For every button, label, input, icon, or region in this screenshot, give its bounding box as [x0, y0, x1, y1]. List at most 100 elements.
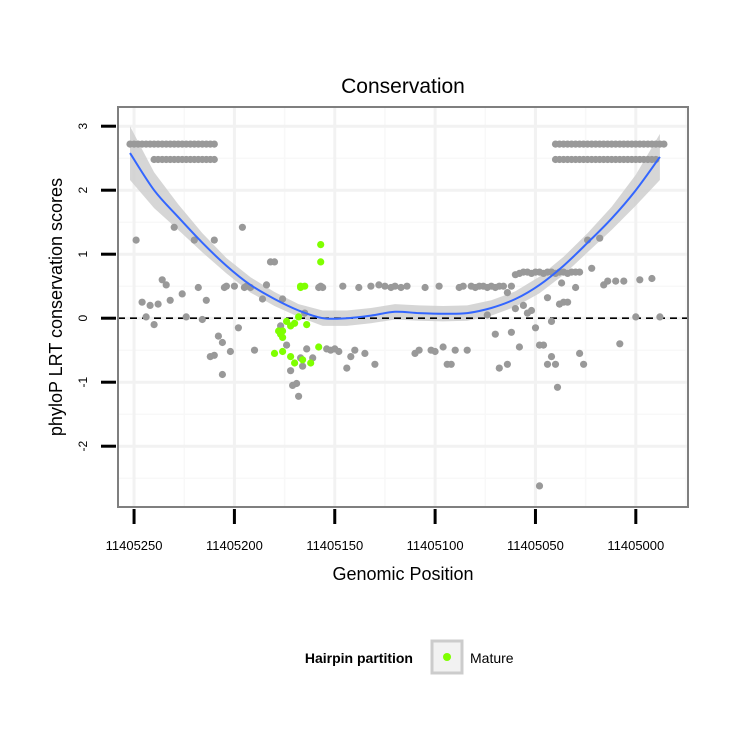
- data-point: [138, 298, 146, 306]
- data-point: [527, 306, 536, 315]
- data-point: [150, 321, 158, 329]
- y-axis: 3 2 1 0 -1 -2: [76, 123, 116, 452]
- data-point-mature: [307, 359, 315, 367]
- data-point: [375, 281, 383, 289]
- data-point: [539, 341, 548, 349]
- data-point: [439, 343, 447, 351]
- data-point: [391, 282, 399, 290]
- x-axis-label: Genomic Position: [332, 564, 473, 584]
- data-point: [543, 360, 552, 368]
- data-point: [132, 236, 140, 244]
- data-point: [162, 281, 170, 289]
- data-point: [636, 276, 644, 284]
- data-point: [190, 236, 198, 244]
- data-point-mature: [317, 258, 325, 266]
- plot-panel-border: [117, 106, 689, 508]
- data-point: [660, 140, 668, 148]
- data-point: [507, 282, 515, 290]
- data-point-mature: [283, 317, 291, 325]
- data-point: [194, 283, 202, 292]
- y-tick-label: -1: [76, 377, 90, 388]
- legend-key-mature: [443, 653, 451, 661]
- data-point: [367, 282, 375, 290]
- x-tick-label: 11405050: [507, 538, 564, 553]
- data-points: [126, 140, 668, 490]
- data-point: [447, 360, 455, 368]
- data-point: [503, 360, 511, 368]
- data-point: [495, 364, 503, 372]
- data-point: [166, 296, 174, 304]
- data-point-mature: [275, 327, 283, 335]
- data-point: [270, 258, 279, 266]
- data-point: [620, 277, 628, 285]
- legend: Hairpin partition Mature: [305, 639, 514, 675]
- data-point: [210, 236, 218, 244]
- data-point: [435, 282, 443, 290]
- data-point: [507, 328, 515, 336]
- data-point: [214, 332, 222, 340]
- data-point: [612, 277, 620, 285]
- data-point: [202, 296, 210, 304]
- y-tick-label: 0: [76, 315, 90, 322]
- data-point: [351, 346, 359, 354]
- smooth-curve: [129, 152, 661, 320]
- x-tick-label: 11405150: [306, 538, 363, 553]
- data-point: [146, 301, 154, 309]
- data-point: [519, 301, 528, 309]
- data-point: [491, 330, 499, 338]
- data-point: [347, 353, 355, 361]
- data-point: [279, 295, 287, 303]
- data-point: [258, 295, 267, 303]
- data-point-mature: [270, 349, 279, 357]
- data-point: [648, 274, 656, 283]
- data-point-mature: [297, 283, 305, 292]
- y-tick-label: 3: [76, 123, 90, 130]
- data-point: [182, 313, 190, 321]
- legend-key-box: [430, 639, 464, 675]
- legend-title: Hairpin partition: [305, 650, 413, 666]
- data-point: [222, 282, 230, 290]
- data-point: [154, 300, 162, 308]
- data-point: [283, 341, 291, 349]
- data-point: [415, 346, 423, 354]
- data-point: [218, 370, 226, 379]
- data-point: [250, 346, 259, 354]
- smooth-curve-line: [129, 152, 661, 320]
- data-point: [238, 223, 246, 231]
- data-point: [564, 298, 572, 306]
- x-tick-label: 11405250: [106, 538, 163, 553]
- data-point: [397, 283, 405, 292]
- data-point: [142, 313, 150, 321]
- data-point: [551, 360, 560, 368]
- x-tick-label: 11405000: [607, 538, 664, 553]
- data-point: [483, 311, 491, 319]
- data-point: [553, 383, 562, 391]
- data-point: [287, 367, 295, 375]
- data-point: [451, 346, 459, 354]
- data-point-mature: [317, 241, 325, 249]
- data-point: [576, 349, 584, 357]
- data-point: [210, 140, 218, 148]
- data-point: [576, 268, 584, 276]
- y-tick-label: 1: [76, 251, 90, 258]
- data-point: [293, 379, 301, 388]
- data-point-mature: [279, 347, 287, 356]
- data-point: [547, 353, 556, 361]
- data-point: [361, 349, 369, 357]
- legend-label-mature: Mature: [470, 650, 514, 666]
- data-point: [371, 360, 379, 368]
- data-point: [531, 324, 540, 332]
- x-tick-label: 11405100: [407, 538, 464, 553]
- data-point: [218, 338, 226, 347]
- data-point: [319, 283, 327, 292]
- data-point-mature: [295, 313, 303, 321]
- data-point: [403, 282, 411, 290]
- data-point: [303, 345, 311, 353]
- data-point-mature: [287, 353, 295, 361]
- x-tick-label: 11405200: [206, 538, 263, 553]
- data-point: [170, 223, 178, 231]
- data-point: [580, 360, 588, 368]
- data-point: [262, 281, 271, 289]
- data-point: [632, 313, 640, 321]
- data-point-mature: [303, 321, 311, 329]
